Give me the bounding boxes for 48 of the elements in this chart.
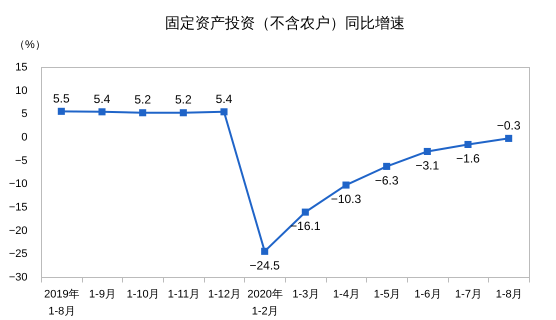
x-tick-label: 1-12月: [208, 288, 242, 300]
x-tick-label: 1-5月: [374, 288, 401, 300]
y-tick-label: −5: [14, 154, 28, 167]
data-label: −0.3: [496, 118, 521, 132]
y-tick-label: 15: [15, 62, 28, 74]
point: [139, 109, 146, 116]
data-label: 5.5: [52, 91, 70, 106]
point: [98, 108, 106, 116]
x-tick-label: 2019年 1-8月: [44, 288, 80, 318]
data-label: 5.4: [94, 92, 111, 106]
point: [464, 140, 472, 148]
x-tick-label: 2020年 1-2月: [247, 288, 283, 318]
x-tick-label: 1-9月: [89, 288, 116, 300]
y-axis-title: （%）: [14, 39, 46, 51]
data-label: −10.3: [330, 192, 362, 206]
y-tick-label: −25: [8, 248, 28, 260]
point: [424, 148, 431, 155]
data-label: −3.1: [415, 158, 440, 172]
x-tick-label: 1-10月: [126, 288, 160, 300]
point: [220, 108, 228, 116]
data-label: −24.5: [249, 258, 280, 272]
point: [261, 248, 268, 255]
data-label: −6.3: [374, 173, 399, 188]
x-tick-label: 1-4月: [333, 288, 360, 300]
data-label: −16.1: [290, 219, 321, 234]
y-tick-label: −10: [8, 178, 28, 190]
x-tick-label: 1-6月: [414, 288, 442, 300]
x-tick-label: 1-11月: [168, 288, 200, 300]
point: [58, 108, 65, 115]
point: [505, 134, 512, 142]
y-tick-label: 10: [15, 84, 28, 97]
point: [302, 208, 309, 216]
x-tick-label: 1-8月: [496, 288, 523, 300]
point: [180, 109, 187, 116]
y-tick-label: 5: [21, 108, 28, 120]
data-label: −1.6: [456, 151, 480, 166]
data-label: 5.4: [216, 92, 233, 106]
y-tick-label: −20: [8, 224, 28, 237]
x-tick-label: 1-3月: [292, 288, 320, 300]
point: [342, 182, 350, 189]
x-tick-label: 1-7月: [455, 288, 482, 300]
chart-title: 固定资产投资（不含农户）同比增速: [165, 15, 405, 32]
y-tick-label: −15: [8, 202, 28, 214]
data-label: 5.2: [174, 92, 192, 107]
y-tick-label: −30: [8, 272, 28, 284]
point: [383, 162, 390, 170]
y-tick-label: 0: [21, 132, 28, 144]
data-label: 5.2: [134, 92, 152, 107]
